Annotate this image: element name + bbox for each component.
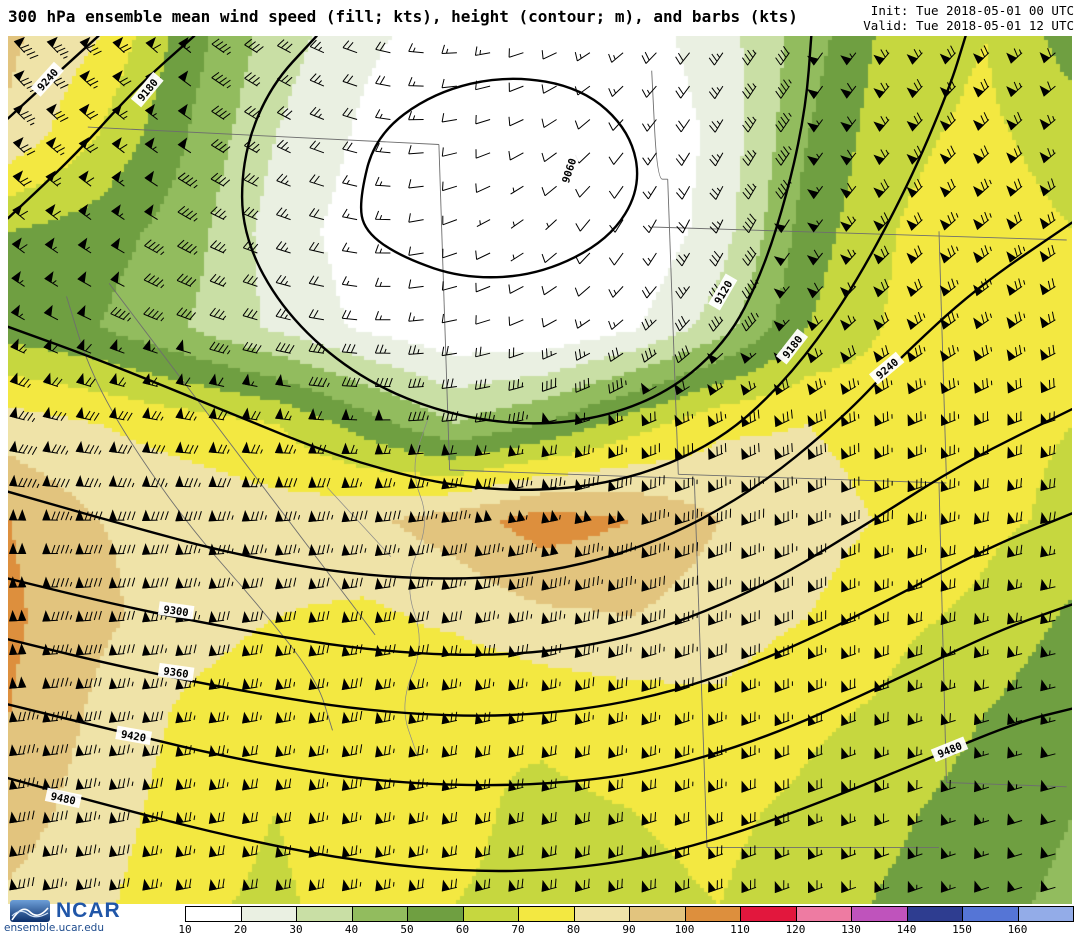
colorbar-tick-label: 150 xyxy=(952,923,972,936)
colorbar-segment xyxy=(462,906,519,922)
colorbar-segment xyxy=(1017,906,1074,922)
colorbar-segment xyxy=(573,906,630,922)
colorbar: 10 20 30 40 50 60 70 80 90 100 110 120 130 140 150 160 xyxy=(178,906,1075,936)
colorbar-tick-label: 120 xyxy=(785,923,806,936)
wind-barb-pennants-layer xyxy=(8,36,1051,894)
colorbar-tick-label: 40 xyxy=(344,923,359,936)
colorbar-tick-label: 130 xyxy=(841,923,861,936)
colorbar-tick-label: 10 xyxy=(178,923,192,936)
map-overlay-svg: 9060912091809180924092409300936094209480… xyxy=(8,36,1072,894)
svg-text:9480: 9480 xyxy=(936,740,964,761)
colorbar-segment xyxy=(296,906,353,922)
colorbar-tick-label: 100 xyxy=(674,923,695,936)
svg-text:9120: 9120 xyxy=(712,279,735,307)
ncar-logo-text: NCAR xyxy=(56,899,121,922)
svg-text:9420: 9420 xyxy=(120,728,147,744)
colorbar-segment xyxy=(962,906,1019,922)
colorbar-tick-label: 80 xyxy=(566,923,581,936)
run-times: Init: Tue 2018-05-01 00 UTC Valid: Tue 2… xyxy=(863,3,1074,33)
init-time: Init: Tue 2018-05-01 00 UTC xyxy=(870,3,1074,18)
colorbar-tick-label: 60 xyxy=(455,923,470,936)
colorbar-segment xyxy=(518,906,575,922)
colorbar-segment xyxy=(240,906,297,922)
wind-barbs-layer xyxy=(9,38,1056,893)
state-borders-layer xyxy=(66,70,1067,849)
colorbar-tick-label: 20 xyxy=(233,923,248,936)
colorbar-tick-label: 50 xyxy=(400,923,414,936)
colorbar-segment xyxy=(351,906,408,922)
windspeed-fill-layer xyxy=(8,36,1072,904)
colorbar-tick-label: 160 xyxy=(1007,923,1028,936)
colorbar-segment xyxy=(740,906,797,922)
colorbar-segment xyxy=(629,906,686,922)
svg-text:9360: 9360 xyxy=(163,665,190,680)
colorbar-tick-label: 30 xyxy=(289,923,303,936)
colorbar-tick-label: 90 xyxy=(622,923,636,936)
colorbar-tick-label: 70 xyxy=(511,923,525,936)
colorbar-tick-label: 140 xyxy=(896,923,917,936)
colorbar-segment xyxy=(906,906,963,922)
colorbar-tick-label: 110 xyxy=(730,923,750,936)
svg-text:9300: 9300 xyxy=(163,604,190,619)
valid-time: Valid: Tue 2018-05-01 12 UTC xyxy=(863,18,1074,33)
site-link[interactable]: ensemble.ucar.edu xyxy=(4,922,104,934)
colorbar-segment xyxy=(795,906,852,922)
svg-text:9480: 9480 xyxy=(49,791,76,808)
svg-text:9060: 9060 xyxy=(560,157,579,185)
colorbar-segment xyxy=(851,906,908,922)
page-title: 300 hPa ensemble mean wind speed (fill; … xyxy=(8,7,798,26)
map-area: 9060 9120 9180 9180 9240 9240 9300 9360 9420 9480… xyxy=(8,36,1072,904)
ncar-logo-icon xyxy=(10,900,50,922)
colorbar-segment xyxy=(407,906,464,922)
colorbar-segment xyxy=(185,906,242,922)
contour-labels-layer: 9060912091809180924092409300936094209480… xyxy=(30,61,969,809)
colorbar-segment xyxy=(684,906,741,922)
